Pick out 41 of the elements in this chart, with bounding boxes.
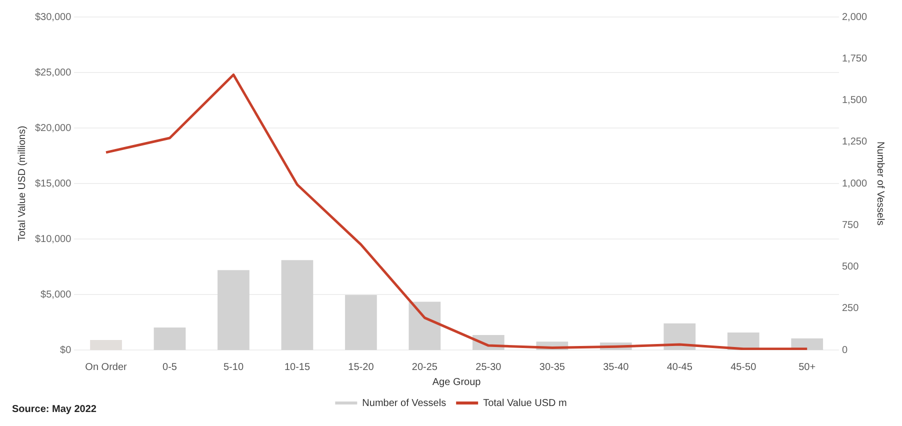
source-note: Source: May 2022 <box>12 404 97 415</box>
x-tick-label: 40-45 <box>666 362 693 373</box>
x-tick-label: 20-25 <box>412 362 438 373</box>
y2-tick-label: 1,750 <box>842 53 868 64</box>
legend-label: Number of Vessels <box>362 398 446 409</box>
bar <box>218 270 250 350</box>
y2-axis-title: Number of Vessels <box>874 142 886 226</box>
bar <box>154 328 186 350</box>
y-tick-label: $0 <box>60 344 72 356</box>
y-axis-title: Total Value USD (millions) <box>16 126 28 242</box>
y2-tick-label: 1,000 <box>842 178 868 190</box>
y2-tick-label: 2,000 <box>842 12 868 23</box>
x-tick-label: 30-35 <box>539 362 566 373</box>
y-tick-label: $10,000 <box>34 234 72 245</box>
x-tick-label: 5-10 <box>223 362 244 373</box>
x-tick-label: 35-40 <box>603 362 630 373</box>
bar <box>664 323 696 350</box>
x-tick-label: 10-15 <box>284 362 310 373</box>
x-tick-label: 0-5 <box>162 362 178 373</box>
y2-tick-label: 750 <box>842 220 860 231</box>
x-tick-label: 15-20 <box>348 362 374 373</box>
x-tick-label: On Order <box>85 362 128 373</box>
y2-tick-label: 500 <box>842 262 860 272</box>
x-tick-label: 50+ <box>798 362 816 373</box>
bar <box>281 260 314 350</box>
y2-tick-label: 0 <box>842 344 848 356</box>
bar <box>408 302 441 350</box>
bar <box>90 340 122 350</box>
y-tick-label: $30,000 <box>34 12 72 23</box>
x-tick-label: 25-30 <box>476 362 502 373</box>
legend-label: Total Value USD m <box>483 398 567 409</box>
y-tick-label: $20,000 <box>34 122 72 134</box>
x-tick-label: 45-50 <box>730 362 757 373</box>
y-tick-label: $15,000 <box>34 178 72 190</box>
y2-tick-label: 1,250 <box>842 136 868 148</box>
x-axis-title: Age Group <box>432 376 482 388</box>
y2-tick-label: 1,500 <box>842 95 868 106</box>
y-tick-label: $5,000 <box>40 289 72 300</box>
y-tick-label: $25,000 <box>34 67 72 78</box>
bar <box>345 295 377 350</box>
y2-tick-label: 250 <box>842 303 860 314</box>
